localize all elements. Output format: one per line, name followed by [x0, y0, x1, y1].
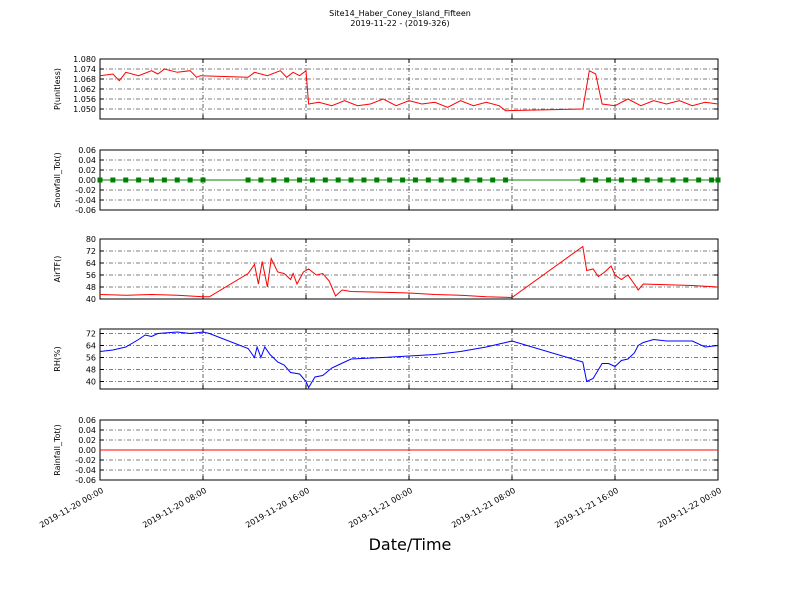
- x-tick-label: 2019-11-21 00:00: [347, 486, 414, 530]
- x-tick-label: 2019-11-20 08:00: [141, 486, 208, 530]
- data-marker: [348, 177, 354, 183]
- y-tick-label: 1.056: [73, 95, 96, 104]
- data-marker: [606, 177, 612, 183]
- y-tick-label: -0.02: [75, 456, 96, 465]
- data-marker: [309, 177, 315, 183]
- data-marker: [123, 177, 129, 183]
- y-tick-label: -0.02: [75, 186, 96, 195]
- x-tick-label: 2019-11-20 16:00: [244, 486, 311, 530]
- y-tick-label: 48: [86, 283, 96, 292]
- y-tick-label: 0.04: [78, 156, 96, 165]
- data-marker: [284, 177, 290, 183]
- data-marker: [187, 177, 193, 183]
- y-tick-label: 1.080: [73, 55, 96, 64]
- chart-title: Site14_Haber_Coney_Island_Fifteen: [329, 9, 471, 18]
- data-marker: [136, 177, 142, 183]
- y-tick-label: -0.04: [75, 466, 96, 475]
- x-axis-label: Date/Time: [369, 535, 452, 554]
- data-marker: [400, 177, 406, 183]
- data-marker: [580, 177, 586, 183]
- data-marker: [149, 177, 154, 183]
- data-marker: [631, 177, 637, 183]
- data-marker: [258, 177, 264, 183]
- y-tick-label: 0.02: [78, 166, 96, 175]
- y-tick-label: 1.074: [73, 65, 96, 74]
- y-tick-label: 1.068: [73, 75, 96, 84]
- y-tick-label: -0.04: [75, 196, 96, 205]
- data-marker: [425, 177, 431, 183]
- data-marker: [657, 177, 663, 183]
- data-marker: [490, 177, 496, 183]
- data-marker: [593, 177, 599, 183]
- y-tick-label: 1.062: [73, 85, 96, 94]
- y-tick-label: 80: [86, 235, 96, 244]
- data-marker: [683, 177, 689, 183]
- x-tick-label: 2019-11-20 00:00: [38, 486, 105, 530]
- data-marker: [464, 177, 470, 183]
- y-tick-label: 0.00: [78, 446, 96, 455]
- y-tick-label: 0.00: [78, 176, 96, 185]
- data-marker: [709, 177, 715, 183]
- data-marker: [245, 177, 251, 183]
- data-marker: [644, 177, 650, 183]
- y-tick-label: 64: [86, 342, 96, 351]
- data-marker: [161, 177, 167, 183]
- data-line: [99, 68, 719, 112]
- y-axis-label: P(unitless): [53, 68, 62, 110]
- data-marker: [322, 177, 328, 183]
- y-tick-label: 72: [86, 247, 96, 256]
- x-tick-label: 2019-11-21 16:00: [553, 486, 620, 530]
- data-marker: [477, 177, 483, 183]
- data-marker: [503, 177, 509, 183]
- y-axis-label: AirTF(): [53, 256, 62, 283]
- y-tick-label: 1.050: [73, 105, 96, 114]
- y-tick-label: -0.06: [75, 206, 96, 215]
- y-tick-label: 0.02: [78, 436, 96, 445]
- data-marker: [335, 177, 341, 183]
- y-tick-label: 56: [86, 354, 96, 363]
- data-marker: [374, 177, 380, 183]
- y-tick-label: 40: [86, 378, 96, 387]
- data-marker: [670, 177, 676, 183]
- data-marker: [271, 177, 277, 183]
- data-marker: [200, 177, 206, 183]
- y-axis-label: Snowfall_Tot(): [53, 152, 62, 208]
- data-marker: [174, 177, 180, 183]
- data-marker: [618, 177, 624, 183]
- data-marker: [438, 177, 444, 183]
- data-line: [99, 245, 719, 299]
- data-marker: [110, 177, 116, 183]
- y-tick-label: 56: [86, 271, 96, 280]
- y-tick-label: 64: [86, 259, 96, 268]
- x-tick-label: 2019-11-21 08:00: [450, 486, 517, 530]
- y-tick-label: 48: [86, 366, 96, 375]
- y-tick-label: 0.06: [78, 416, 96, 425]
- data-marker: [97, 177, 103, 183]
- x-tick-label: 2019-11-22 00:00: [656, 486, 723, 530]
- y-tick-label: 0.06: [78, 146, 96, 155]
- data-marker: [715, 177, 721, 183]
- data-marker: [387, 177, 393, 183]
- y-tick-label: 0.04: [78, 426, 96, 435]
- data-line: [99, 331, 719, 389]
- data-marker: [297, 177, 303, 183]
- chart-subtitle: 2019-11-22 - (2019-326): [350, 19, 449, 28]
- y-axis-label: Rainfall_Tot(): [53, 424, 62, 476]
- data-marker: [696, 177, 702, 183]
- y-tick-label: 40: [86, 295, 96, 304]
- y-tick-label: -0.06: [75, 476, 96, 485]
- y-axis-label: RH(%): [53, 346, 62, 371]
- data-marker: [451, 177, 457, 183]
- data-marker: [361, 177, 367, 183]
- data-marker: [412, 177, 418, 183]
- y-tick-label: 72: [86, 330, 96, 339]
